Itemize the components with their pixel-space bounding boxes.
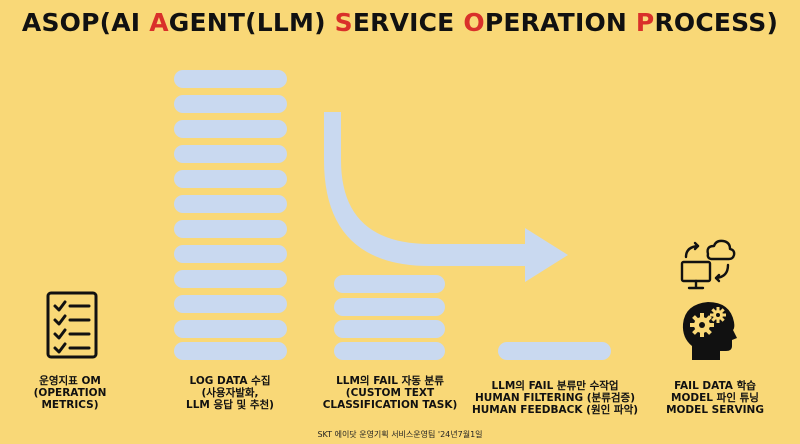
log-data-bar (174, 245, 287, 263)
classification-bar (334, 342, 445, 360)
log-data-bar (174, 320, 287, 338)
log-data-bar (174, 295, 287, 313)
log-data-bar (174, 170, 287, 188)
log-data-bar (174, 195, 287, 213)
caption-line: HUMAN FEEDBACK (원인 파악) (471, 404, 639, 416)
step-caption-om: 운영지표 OM (OPERATION METRICS) (0, 375, 140, 411)
cloud-monitor-sync-icon (680, 239, 736, 290)
title-part-accent: O (463, 8, 485, 37)
caption-line: HUMAN FILTERING (분류검증) (475, 392, 635, 404)
page-title: ASOP(AI AGENT(LLM) SERVICE OPERATION PRO… (0, 8, 800, 37)
caption-line: (사용자발화, (201, 387, 259, 399)
caption-line: LOG DATA 수집 (189, 375, 271, 387)
title-part-accent: A (149, 8, 169, 37)
caption-line: LLM의 FAIL 분류만 수작업 (491, 380, 619, 392)
caption-line: CLASSIFICATION TASK) (322, 399, 458, 411)
log-data-bar (174, 270, 287, 288)
step-caption-log-data: LOG DATA 수집 (사용자발화, LLM 응답 및 추천) (160, 375, 300, 411)
classification-bar (334, 320, 445, 338)
log-data-bar (174, 145, 287, 163)
title-part-accent: P (635, 8, 655, 37)
footer-credit: SKT 에이닷 운영기획 서비스운영팀 '24년7월1일 (317, 430, 483, 439)
step-caption-classification: LLM의 FAIL 자동 분류 (CUSTOM TEXT CLASSIFICAT… (315, 375, 465, 411)
checklist-icon (46, 291, 98, 359)
title-part: PERATION (484, 8, 636, 37)
step-caption-model-serving: FAIL DATA 학습 MODEL 파인 튜닝 MODEL SERVING (645, 380, 785, 416)
filtering-bar (498, 342, 611, 360)
caption-line: LLM의 FAIL 자동 분류 (336, 375, 444, 387)
brain-gears-icon (682, 302, 737, 360)
caption-line: LLM 응답 및 추천) (186, 399, 274, 411)
title-part: GENT(LLM) (168, 8, 335, 37)
log-data-bar (174, 220, 287, 238)
caption-line: 운영지표 OM (39, 375, 101, 387)
log-data-bar (174, 95, 287, 113)
caption-line: METRICS) (41, 399, 99, 411)
caption-line: MODEL 파인 튜닝 (671, 392, 759, 404)
title-part-accent: S (334, 8, 353, 37)
caption-line: FAIL DATA 학습 (674, 380, 756, 392)
log-data-bar (174, 120, 287, 138)
step-caption-human-filtering: LLM의 FAIL 분류만 수작업 HUMAN FILTERING (분류검증)… (470, 380, 640, 416)
classification-bar (334, 275, 445, 293)
caption-line: MODEL SERVING (666, 404, 764, 416)
title-part: ASOP(AI (21, 8, 150, 37)
log-data-bar (174, 342, 287, 360)
log-data-bar (174, 70, 287, 88)
title-part: ERVICE (352, 8, 464, 37)
caption-line: (OPERATION (33, 387, 107, 399)
classification-bar (334, 298, 445, 316)
title-part: ROCESS) (654, 8, 779, 37)
caption-line: (CUSTOM TEXT (345, 387, 435, 399)
